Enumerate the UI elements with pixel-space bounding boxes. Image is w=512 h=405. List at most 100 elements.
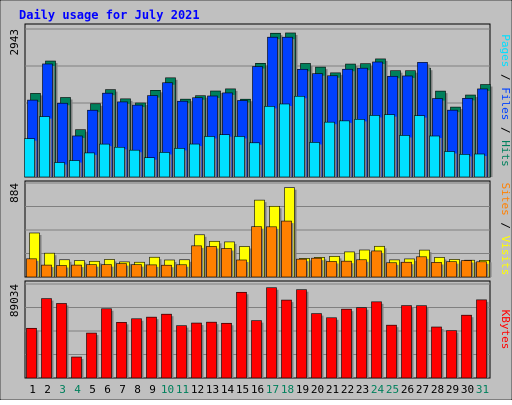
series-pages (24, 95, 487, 178)
bar-kbytes-day-28 (431, 326, 442, 379)
bar-sites-day-20 (311, 257, 322, 278)
chart-panels: 2943 Pages / Files / Hits 884 Sites / Visit… (8, 23, 512, 379)
bar-kbytes-day-19 (296, 289, 307, 379)
legend-part-0: Pages (499, 34, 512, 67)
bar-sites-day-26 (401, 261, 412, 278)
bar-sites-day-2 (41, 264, 52, 278)
bar-pages-day-26 (399, 135, 410, 178)
x-tick-label: 21 (326, 383, 339, 396)
bar-pages-day-14 (219, 134, 230, 178)
side-legend-sites-visits: Sites / Visits (499, 183, 512, 276)
bar-kbytes-day-15 (236, 291, 247, 379)
y-axis-max-label: 89034 (8, 284, 21, 317)
x-tick-label: 20 (311, 383, 324, 396)
bar-kbytes-day-18 (281, 299, 292, 379)
bar-kbytes-day-29 (446, 330, 457, 379)
bar-kbytes-day-7 (116, 322, 127, 379)
x-tick-label: 9 (149, 383, 156, 396)
bar-sites-day-29 (446, 261, 457, 278)
bar-kbytes-day-14 (221, 322, 232, 379)
x-tick-label: 1 (29, 383, 36, 396)
x-tick-label: 10 (161, 383, 174, 396)
bar-pages-day-23 (354, 119, 365, 178)
bar-pages-day-2 (39, 116, 50, 178)
bar-pages-day-16 (249, 142, 260, 178)
legend-part-0: Sites (499, 183, 512, 216)
bar-sites-day-23 (356, 259, 367, 278)
bar-pages-day-5 (84, 152, 95, 178)
series-sites (26, 220, 489, 278)
bar-kbytes-day-20 (311, 313, 322, 379)
bar-sites-day-27 (416, 256, 427, 278)
series-kbytes (26, 287, 489, 379)
side-legend-pages-files-hits: Pages / Files / Hits (499, 34, 512, 167)
legend-part-2: Files (499, 87, 512, 120)
x-tick-label: 22 (341, 383, 354, 396)
bar-kbytes-day-21 (326, 317, 337, 379)
x-axis-day-labels: 1 2 3 4 5 6 7 8 9 10 11 12 13 14 15 16 17 18 19 20 21 22 23 24 2… (29, 383, 489, 396)
x-tick-label: 12 (191, 383, 204, 396)
bar-sites-day-15 (236, 259, 247, 278)
x-tick-label: 3 (59, 383, 66, 396)
legend-part-3: / (499, 120, 512, 140)
bar-kbytes-day-12 (191, 322, 202, 379)
bar-sites-day-9 (146, 264, 157, 278)
x-tick-label: 25 (386, 383, 399, 396)
x-tick-label: 13 (206, 383, 219, 396)
bar-sites-day-3 (56, 265, 67, 278)
x-tick-label: 31 (476, 383, 489, 396)
bar-kbytes-day-30 (461, 314, 472, 379)
bar-kbytes-day-11 (176, 325, 187, 379)
legend-part-2: Visits (499, 236, 512, 276)
x-tick-label: 26 (401, 383, 414, 396)
bar-kbytes-day-6 (101, 308, 112, 379)
bar-sites-day-18 (281, 220, 292, 278)
bar-kbytes-day-26 (401, 305, 412, 379)
legend-part-1: / (499, 216, 512, 236)
bar-pages-day-31 (474, 153, 485, 178)
bar-kbytes-day-10 (161, 313, 172, 379)
x-tick-label: 24 (371, 383, 385, 396)
bar-kbytes-day-16 (251, 320, 262, 379)
bar-pages-day-22 (339, 120, 350, 178)
bar-kbytes-day-3 (56, 303, 67, 379)
bar-kbytes-day-22 (341, 308, 352, 379)
bar-kbytes-day-8 (131, 318, 142, 379)
bar-kbytes-day-2 (41, 298, 52, 379)
bar-pages-day-3 (54, 162, 65, 178)
bar-sites-day-13 (206, 246, 217, 278)
legend-part-4: Hits (499, 140, 512, 167)
legend-part-0: KBytes (499, 310, 512, 350)
bar-pages-day-17 (264, 106, 275, 178)
bar-sites-day-7 (116, 263, 127, 278)
bar-sites-day-31 (476, 261, 487, 278)
bar-sites-day-30 (461, 260, 472, 278)
bar-sites-day-10 (161, 264, 172, 278)
bar-sites-day-22 (341, 260, 352, 278)
bar-sites-day-11 (176, 264, 187, 278)
bar-pages-day-21 (324, 121, 335, 178)
x-tick-label: 4 (74, 383, 81, 396)
bar-pages-day-13 (204, 136, 215, 178)
x-tick-label: 2 (44, 383, 51, 396)
x-tick-label: 27 (416, 383, 429, 396)
bar-kbytes-day-25 (386, 324, 397, 379)
bar-sites-day-5 (86, 264, 97, 278)
bar-kbytes-day-23 (356, 307, 367, 379)
bar-kbytes-day-27 (416, 305, 427, 379)
chart-title: Daily usage for July 2021 (19, 8, 200, 22)
bar-pages-day-8 (129, 149, 140, 178)
x-tick-label: 18 (281, 383, 294, 396)
bar-kbytes-day-13 (206, 321, 217, 379)
bar-pages-day-18 (279, 103, 290, 178)
bar-pages-day-15 (234, 136, 245, 178)
panel-pages-files-hits: 2943 Pages / Files / Hits (8, 23, 512, 178)
y-axis-max-label: 884 (8, 183, 21, 203)
bar-sites-day-16 (251, 226, 262, 278)
bar-kbytes-day-9 (146, 316, 157, 379)
bar-sites-day-19 (296, 258, 307, 278)
bar-pages-day-9 (144, 157, 155, 178)
bar-sites-day-21 (326, 261, 337, 278)
